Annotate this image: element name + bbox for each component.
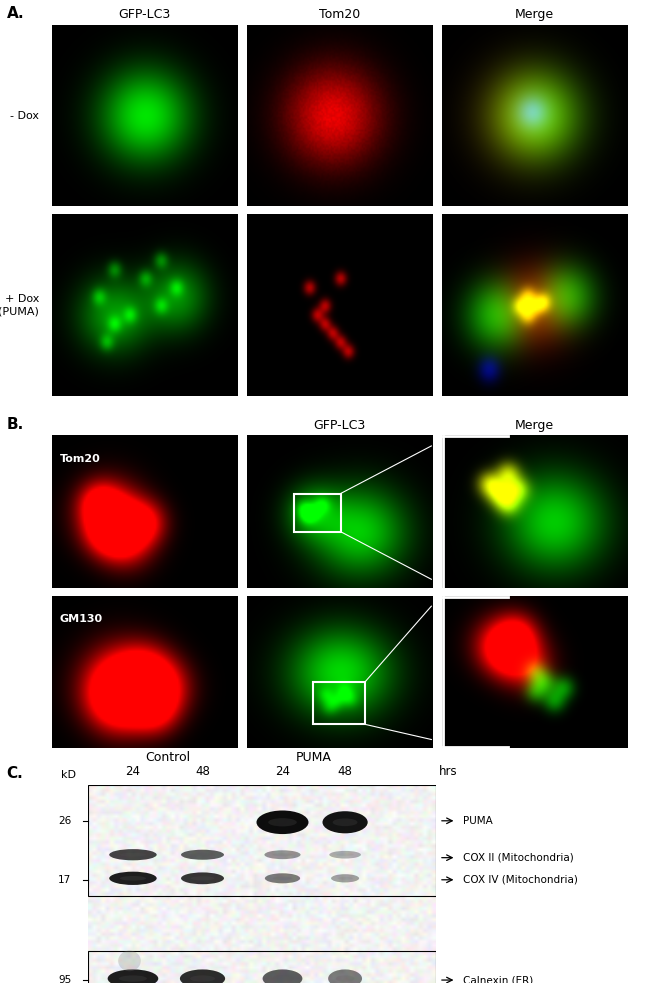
- Text: B.: B.: [6, 417, 24, 432]
- Ellipse shape: [272, 853, 292, 856]
- Text: - Dox: - Dox: [10, 110, 39, 121]
- Ellipse shape: [181, 849, 224, 860]
- Bar: [88, 951, 436, 983]
- Text: 24: 24: [125, 765, 140, 778]
- Ellipse shape: [109, 872, 157, 885]
- Ellipse shape: [120, 876, 146, 881]
- Ellipse shape: [333, 819, 358, 826]
- Text: hrs: hrs: [439, 765, 458, 778]
- Ellipse shape: [109, 849, 157, 860]
- Ellipse shape: [268, 818, 297, 827]
- Ellipse shape: [331, 874, 359, 883]
- Text: Tom20: Tom20: [319, 8, 360, 21]
- Ellipse shape: [265, 850, 300, 859]
- Text: GM130: GM130: [60, 614, 103, 624]
- Bar: [294, 493, 341, 532]
- Ellipse shape: [190, 853, 214, 856]
- Text: kD: kD: [60, 770, 76, 780]
- Text: COX IV (Mitochondria): COX IV (Mitochondria): [463, 875, 578, 885]
- Bar: [313, 682, 365, 724]
- Bar: [88, 785, 436, 896]
- Text: 48: 48: [337, 765, 352, 778]
- Text: 26: 26: [58, 816, 72, 826]
- Ellipse shape: [330, 851, 361, 858]
- Ellipse shape: [190, 876, 214, 881]
- Text: GFP-LC3: GFP-LC3: [313, 419, 366, 432]
- Ellipse shape: [322, 811, 368, 834]
- Ellipse shape: [118, 951, 141, 971]
- Text: Calnexin (ER): Calnexin (ER): [463, 975, 534, 983]
- Text: GFP-LC3: GFP-LC3: [118, 8, 171, 21]
- Ellipse shape: [190, 975, 215, 982]
- Ellipse shape: [263, 969, 302, 983]
- Text: Merge: Merge: [515, 8, 554, 21]
- Text: 48: 48: [195, 765, 210, 778]
- Ellipse shape: [257, 811, 309, 834]
- Ellipse shape: [181, 873, 224, 885]
- Text: A.: A.: [6, 6, 24, 21]
- Text: C.: C.: [6, 767, 23, 781]
- Ellipse shape: [337, 853, 354, 856]
- Text: 24: 24: [275, 765, 290, 778]
- Text: 95: 95: [58, 975, 72, 983]
- Text: PUMA: PUMA: [463, 816, 493, 826]
- Ellipse shape: [273, 877, 292, 880]
- Text: Tom20: Tom20: [60, 454, 101, 464]
- Text: 17: 17: [58, 875, 72, 885]
- Text: PUMA: PUMA: [296, 751, 332, 764]
- Ellipse shape: [272, 975, 293, 982]
- Text: Control: Control: [145, 751, 190, 764]
- Ellipse shape: [120, 853, 146, 856]
- Ellipse shape: [328, 969, 362, 983]
- Text: Merge: Merge: [515, 419, 554, 432]
- Ellipse shape: [337, 877, 353, 880]
- Ellipse shape: [336, 975, 354, 982]
- Ellipse shape: [180, 969, 225, 983]
- Ellipse shape: [108, 969, 158, 983]
- Ellipse shape: [265, 873, 300, 884]
- Text: + Dox
(PUMA): + Dox (PUMA): [0, 295, 39, 316]
- Ellipse shape: [119, 975, 147, 982]
- Text: COX II (Mitochondria): COX II (Mitochondria): [463, 852, 574, 863]
